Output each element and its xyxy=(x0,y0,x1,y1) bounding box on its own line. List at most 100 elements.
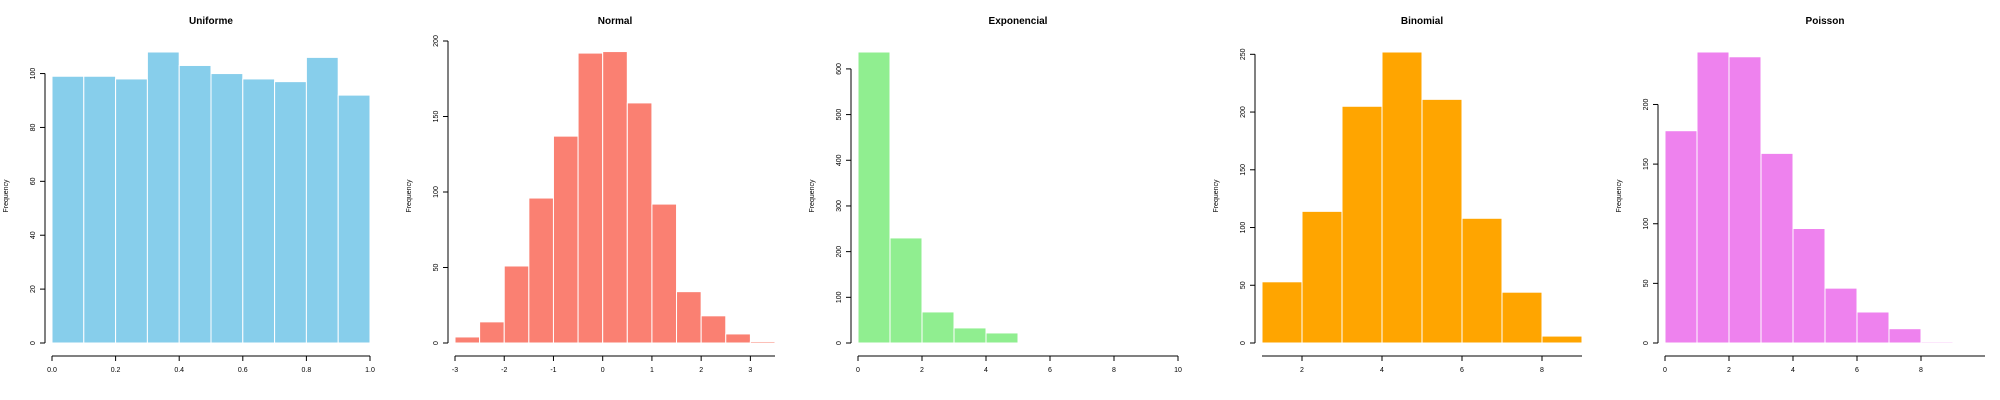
y-tick-label: 20 xyxy=(30,285,37,293)
y-tick-label: 200 xyxy=(433,35,440,47)
x-tick-label: 8 xyxy=(1919,367,1923,374)
y-tick-label: 0 xyxy=(433,341,440,345)
histogram-bar xyxy=(479,321,505,344)
histogram-bar xyxy=(1728,56,1762,344)
histogram-bar xyxy=(626,102,653,344)
histogram-bar xyxy=(1541,335,1583,344)
y-axis-label: Frequency xyxy=(1213,179,1220,213)
y-tick-label: 400 xyxy=(836,154,843,166)
histogram-bar xyxy=(985,332,1019,344)
histogram-bar xyxy=(1792,228,1826,344)
x-tick-label: 2 xyxy=(920,367,924,374)
histogram-bar xyxy=(115,78,148,344)
histogram-bar xyxy=(1301,210,1343,344)
chart-normal: Normal 0 50 100 150 200 Frequency -3 -2 -1 0 1 2 3 xyxy=(406,16,776,374)
x-tick-label: 4 xyxy=(984,367,988,374)
x-tick-label: 8 xyxy=(1112,367,1116,374)
chart-title: Normal xyxy=(598,16,633,27)
x-tick-label: 4 xyxy=(1791,367,1795,374)
histogram-bar xyxy=(454,336,481,344)
x-tick-label: 0.2 xyxy=(111,367,121,374)
histogram-bar xyxy=(1501,291,1543,344)
y-tick-label: 50 xyxy=(433,264,440,272)
chart-title: Exponencial xyxy=(989,16,1048,27)
chart-exponencial: Exponencial 0 100 200 300 400 500 600 Frequency 0… xyxy=(809,16,1182,374)
x-tick-label: 0 xyxy=(601,367,605,374)
histogram-bar xyxy=(83,75,117,344)
y-tick-label: 600 xyxy=(836,63,843,75)
histogram-bar xyxy=(857,51,891,344)
histogram-bar xyxy=(953,327,987,344)
histogram-bar xyxy=(676,291,702,344)
y-tick-label: 50 xyxy=(1240,281,1247,289)
y-tick-label: 0 xyxy=(1643,341,1650,345)
y-tick-label: 100 xyxy=(836,291,843,303)
histogram-bar xyxy=(602,51,628,344)
histogram-bar xyxy=(274,81,307,344)
histogram-bar xyxy=(749,340,776,344)
histogram-bar xyxy=(651,203,678,344)
y-tick-label: 100 xyxy=(30,68,37,80)
histogram-bar xyxy=(921,311,955,344)
x-tick-label: 8 xyxy=(1540,367,1544,374)
x-tick-label: 0.4 xyxy=(174,367,184,374)
histogram-bar xyxy=(528,197,554,344)
x-tick-label: 0 xyxy=(856,367,860,374)
histogram-bar xyxy=(1664,130,1698,344)
x-tick-label: 2 xyxy=(1300,367,1304,374)
y-axis-label: Frequency xyxy=(809,179,816,213)
histogram-bar xyxy=(305,56,339,344)
chart-title: Uniforme xyxy=(189,16,233,27)
histogram-bar xyxy=(1856,311,1890,344)
chart-poisson: Poisson 0 50 100 150 200 Frequency 0 2 4 6 8 xyxy=(1616,16,1985,374)
x-tick-label: 6 xyxy=(1460,367,1464,374)
y-axis-label: Frequency xyxy=(406,179,413,213)
histogram-bar xyxy=(242,78,276,344)
x-tick-label: 1.0 xyxy=(365,367,375,374)
x-tick-label: 3 xyxy=(748,367,752,374)
histogram-bar xyxy=(700,315,727,344)
x-tick-label: 2 xyxy=(1727,367,1731,374)
y-tick-label: 80 xyxy=(30,123,37,131)
histogram-bar xyxy=(503,265,530,344)
histogram-bar xyxy=(1920,341,1954,344)
x-tick-label: -3 xyxy=(452,367,458,374)
x-tick-label: 4 xyxy=(1380,367,1384,374)
x-tick-label: 1 xyxy=(650,367,654,374)
histogram-bar xyxy=(1824,287,1858,344)
y-tick-label: 40 xyxy=(30,231,37,239)
histogram-bar xyxy=(337,94,371,344)
histogram-bar xyxy=(1261,281,1303,344)
y-tick-label: 200 xyxy=(836,246,843,258)
x-tick-label: 6 xyxy=(1048,367,1052,374)
x-tick-label: 0.6 xyxy=(238,367,248,374)
histogram-bar xyxy=(146,51,180,344)
y-tick-label: 150 xyxy=(433,111,440,123)
chart-binomial: Binomial 0 50 100 150 200 250 Frequency 2 4 6 8 xyxy=(1213,16,1583,374)
x-tick-label: -2 xyxy=(501,367,507,374)
histogram-bar xyxy=(1760,152,1794,344)
histogram-bar xyxy=(51,75,85,344)
x-tick-label: 6 xyxy=(1855,367,1859,374)
y-tick-label: 250 xyxy=(1240,48,1247,60)
y-tick-label: 0 xyxy=(30,341,37,345)
y-tick-label: 300 xyxy=(836,200,843,212)
histogram-bar xyxy=(889,237,923,344)
histogram-bar xyxy=(1696,51,1730,344)
histogram-bar xyxy=(1888,328,1922,344)
x-tick-label: 10 xyxy=(1174,367,1182,374)
y-tick-label: 100 xyxy=(433,186,440,198)
x-tick-label: 0.0 xyxy=(47,367,57,374)
chart-title: Poisson xyxy=(1806,16,1845,27)
histogram-bar xyxy=(178,64,212,344)
chart-uniforme: Uniforme 0 20 40 60 80 100 Frequency 0.0 0.2 0.4 0.… xyxy=(3,16,375,374)
y-tick-label: 200 xyxy=(1643,99,1650,111)
y-tick-label: 200 xyxy=(1240,106,1247,118)
histogram-bar xyxy=(1421,98,1463,344)
y-tick-label: 60 xyxy=(30,177,37,185)
y-tick-label: 100 xyxy=(1643,218,1650,230)
y-tick-label: 500 xyxy=(836,109,843,121)
y-tick-label: 0 xyxy=(1240,341,1247,345)
y-axis-label: Frequency xyxy=(1616,179,1623,213)
